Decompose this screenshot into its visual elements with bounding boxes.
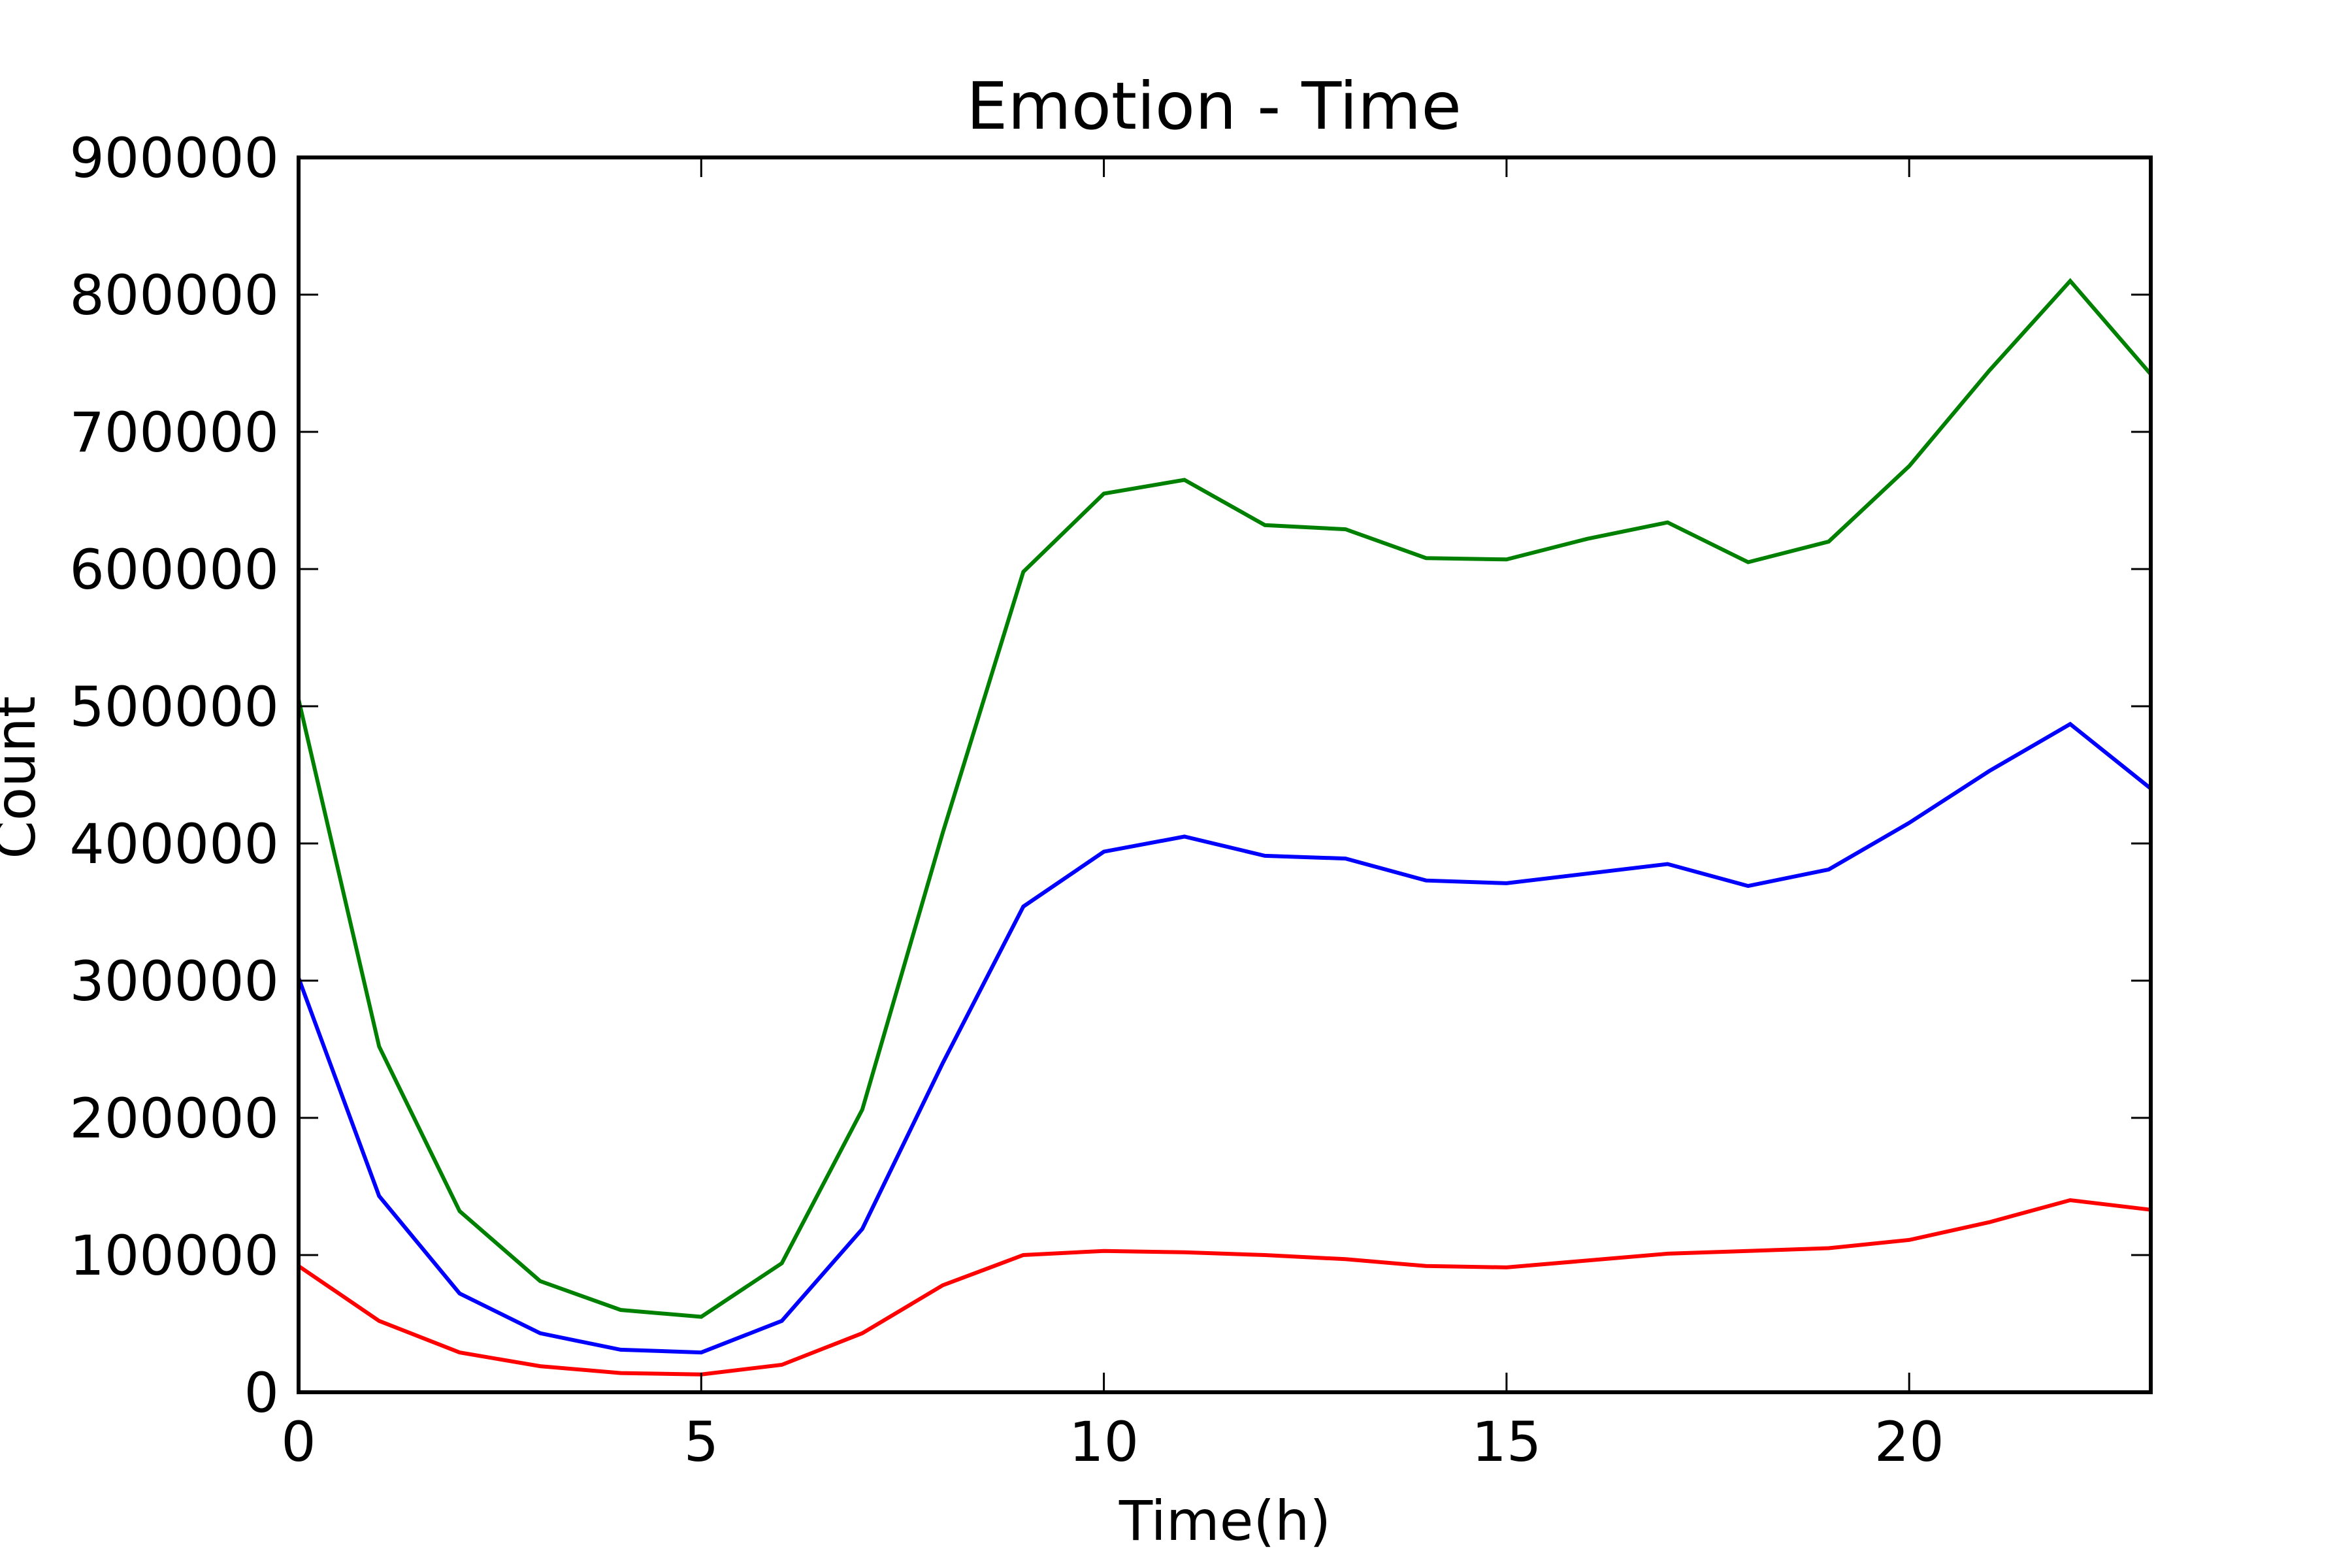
series-layer bbox=[297, 278, 2153, 1377]
y-tick-label: 900000 bbox=[69, 126, 279, 190]
x-tick-label: 10 bbox=[1069, 1410, 1139, 1474]
x-tick-label: 5 bbox=[684, 1410, 719, 1474]
y-axis-label: Count bbox=[0, 696, 48, 858]
x-tick-label: 15 bbox=[1471, 1410, 1541, 1474]
x-tick-label: 0 bbox=[281, 1410, 316, 1474]
y-tick-label: 0 bbox=[244, 1361, 279, 1425]
y-tick-label: 800000 bbox=[69, 263, 279, 327]
y-tick-label: 200000 bbox=[69, 1086, 279, 1151]
plot-frame bbox=[297, 155, 2153, 1394]
x-tick-label: 20 bbox=[1874, 1410, 1944, 1474]
x-axis-label: Time(h) bbox=[1119, 1489, 1331, 1553]
chart-title: Emotion - Time bbox=[966, 68, 1462, 144]
series-line-3 bbox=[297, 1198, 2151, 1377]
x-axis-ticks: 0 5 10 15 20 bbox=[281, 157, 1944, 1474]
y-tick-label: 400000 bbox=[69, 812, 279, 876]
y-tick-label: 100000 bbox=[69, 1224, 279, 1288]
series-line-2 bbox=[297, 721, 2152, 1355]
y-tick-label: 500000 bbox=[69, 675, 279, 739]
series-line-1 bbox=[297, 278, 2153, 1319]
y-axis-ticks: 0 100000 200000 300000 400000 500000 600000 700… bbox=[69, 126, 2151, 1425]
y-tick-label: 600000 bbox=[69, 538, 279, 602]
y-tick-label: 700000 bbox=[69, 400, 279, 465]
y-tick-label: 300000 bbox=[69, 949, 279, 1013]
